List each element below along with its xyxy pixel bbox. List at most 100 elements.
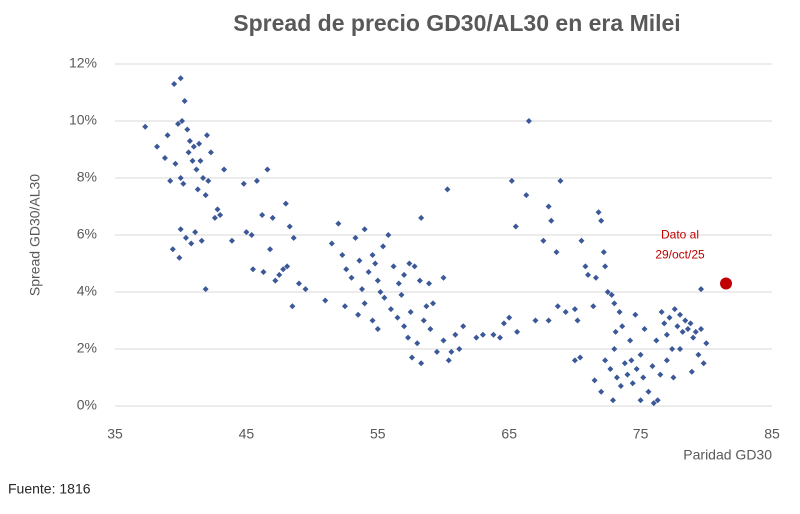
scatter-point: [339, 251, 346, 258]
scatter-point: [508, 177, 515, 184]
scatter-point: [604, 289, 611, 295]
scatter-point: [695, 351, 702, 358]
x-axis-label: Paridad GD30: [683, 447, 772, 463]
scatter-point: [452, 331, 459, 338]
scatter-point: [497, 334, 504, 341]
scatter-point: [598, 217, 605, 224]
scatter-point: [205, 177, 212, 184]
scatter-point: [669, 346, 676, 352]
scatter-point: [423, 303, 430, 310]
scatter-point: [429, 300, 436, 307]
scatter-point: [506, 314, 513, 321]
scatter-point: [184, 126, 191, 133]
scatter-point: [577, 354, 584, 361]
scatter-point: [540, 237, 547, 244]
scatter-point: [523, 192, 530, 199]
scatter-point: [473, 334, 480, 341]
scatter-point: [260, 269, 267, 276]
scatter-point: [369, 317, 376, 324]
scatter-point: [361, 226, 368, 233]
scatter-point: [420, 317, 427, 324]
scatter-point: [602, 357, 609, 364]
scatter-point: [272, 277, 279, 284]
scatter-point: [398, 291, 405, 298]
scatter-point: [188, 240, 195, 247]
scatter-point: [385, 232, 392, 238]
x-tick-label: 85: [764, 426, 780, 442]
scatter-point: [408, 354, 415, 361]
scatter-point: [682, 317, 689, 324]
scatter-point: [460, 323, 467, 330]
scatter-point: [194, 186, 201, 193]
scatter-point: [175, 120, 182, 127]
scatter-point: [356, 257, 363, 264]
scatter-point: [679, 328, 686, 335]
scatter-point: [582, 263, 589, 270]
scatter-point: [650, 400, 657, 407]
scatter-point: [525, 118, 532, 124]
scatter-point: [545, 317, 552, 324]
scatter-point: [512, 223, 519, 230]
scatter-point: [394, 314, 401, 321]
scatter-point: [610, 397, 617, 404]
scatter-point: [269, 214, 276, 221]
scatter-point: [177, 175, 184, 181]
scatter-point: [661, 320, 668, 327]
scatter-point: [591, 377, 598, 384]
scatter-point: [592, 274, 599, 281]
scatter-point: [629, 380, 636, 387]
scatter-point: [406, 260, 413, 267]
scatter-point: [202, 286, 209, 293]
scatter-point: [585, 271, 592, 278]
scatter-point: [414, 340, 421, 347]
scatter-point: [177, 226, 184, 233]
scatter-point: [663, 331, 670, 338]
scatter-point: [387, 306, 394, 313]
scatter-point: [616, 308, 623, 315]
scatter-point: [249, 266, 256, 273]
scatter-point: [619, 323, 626, 330]
chart-title: Spread de precio GD30/AL30 en era Milei: [233, 10, 680, 36]
scatter-point: [341, 303, 348, 310]
scatter-point: [286, 223, 293, 230]
scatter-point: [632, 311, 639, 318]
scatter-point: [411, 263, 418, 270]
scatter-point: [690, 334, 697, 341]
y-tick-label: 10%: [69, 112, 97, 128]
scatter-point: [628, 357, 635, 364]
scatter-point: [416, 277, 423, 284]
scatter-point: [264, 166, 271, 173]
scatter-point: [207, 149, 214, 156]
y-tick-label: 4%: [77, 283, 97, 299]
y-tick-label: 6%: [77, 226, 97, 242]
scatter-point: [440, 274, 447, 281]
source-note: Fuente: 1816: [8, 481, 91, 497]
scatter-point: [602, 263, 609, 270]
scatter-point: [479, 331, 486, 338]
scatter-point: [322, 297, 329, 304]
scatter-point: [248, 232, 255, 238]
scatter-point: [377, 289, 384, 295]
scatter-point: [657, 371, 664, 378]
scatter-point: [653, 337, 660, 344]
scatter-point: [621, 360, 628, 367]
scatter-point: [282, 200, 289, 207]
scatter-point: [562, 308, 569, 315]
scatter-point: [456, 346, 463, 352]
scatter-point: [613, 374, 620, 381]
scatter-point: [142, 123, 149, 130]
scatter-point: [444, 186, 451, 193]
scatter-point: [624, 371, 631, 378]
scatter-point: [654, 397, 661, 404]
scatter-point: [372, 260, 379, 267]
scatter-point: [365, 269, 372, 276]
scatter-point: [557, 177, 564, 184]
scatter-point: [169, 246, 176, 253]
x-tick-label: 65: [501, 426, 517, 442]
scatter-point: [369, 251, 376, 258]
scatter-point: [611, 300, 618, 307]
scatter-point: [161, 155, 168, 162]
scatter-point: [640, 374, 647, 381]
scatter-point: [637, 351, 644, 358]
y-tick-label: 2%: [77, 340, 97, 356]
